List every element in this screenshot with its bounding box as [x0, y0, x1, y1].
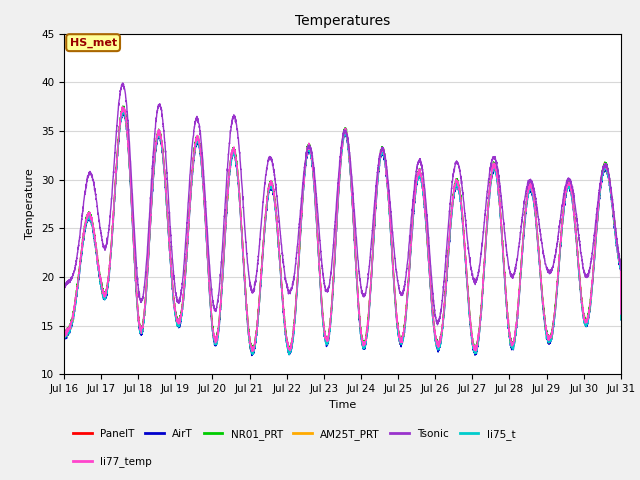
li77_temp	[60, 329, 68, 335]
li77_temp	[616, 262, 624, 268]
AirT	[468, 332, 476, 338]
NR01_PRT	[617, 311, 625, 316]
PanelT	[499, 247, 507, 252]
Tsonic	[119, 80, 127, 86]
X-axis label: Time: Time	[329, 400, 356, 409]
Tsonic	[161, 132, 168, 137]
AirT	[322, 339, 330, 345]
li77_temp	[617, 311, 625, 317]
AirT	[436, 341, 444, 347]
Y-axis label: Temperature: Temperature	[26, 168, 35, 240]
PanelT	[436, 337, 444, 343]
Tsonic	[468, 267, 476, 273]
PanelT	[119, 104, 127, 110]
AM25T_PRT	[161, 167, 168, 172]
Title: Temperatures: Temperatures	[295, 14, 390, 28]
Line: NR01_PRT: NR01_PRT	[64, 106, 621, 350]
Line: Tsonic: Tsonic	[64, 83, 621, 325]
PanelT	[60, 331, 68, 336]
Line: li77_temp: li77_temp	[64, 107, 621, 351]
AirT	[161, 168, 168, 174]
NR01_PRT	[249, 347, 257, 353]
li75_t	[285, 352, 293, 358]
PanelT	[617, 312, 625, 318]
NR01_PRT	[468, 325, 476, 331]
li77_temp	[436, 338, 444, 344]
NR01_PRT	[119, 103, 127, 109]
Tsonic	[322, 288, 330, 293]
AirT	[499, 250, 507, 256]
Line: PanelT: PanelT	[64, 107, 621, 352]
li77_temp	[119, 104, 127, 110]
AirT	[248, 353, 255, 359]
NR01_PRT	[436, 335, 444, 341]
PanelT	[248, 349, 256, 355]
Line: AirT: AirT	[64, 110, 621, 356]
Tsonic	[436, 311, 444, 316]
li75_t	[468, 331, 476, 337]
li75_t	[616, 263, 624, 269]
NR01_PRT	[161, 164, 168, 170]
Text: HS_met: HS_met	[70, 37, 116, 48]
AM25T_PRT	[436, 339, 444, 345]
AM25T_PRT	[322, 337, 330, 343]
Line: AM25T_PRT: AM25T_PRT	[64, 109, 621, 353]
li75_t	[436, 342, 444, 348]
li75_t	[161, 167, 168, 173]
NR01_PRT	[60, 332, 68, 337]
NR01_PRT	[616, 261, 624, 267]
Legend: li77_temp: li77_temp	[69, 452, 156, 471]
AM25T_PRT	[616, 264, 624, 269]
li77_temp	[468, 328, 476, 334]
AM25T_PRT	[499, 249, 507, 255]
AirT	[119, 108, 127, 113]
li77_temp	[322, 336, 330, 342]
AM25T_PRT	[472, 350, 479, 356]
AM25T_PRT	[60, 332, 68, 338]
Tsonic	[60, 288, 68, 293]
li75_t	[322, 338, 330, 344]
li75_t	[120, 107, 128, 112]
Tsonic	[434, 322, 442, 328]
AirT	[617, 317, 625, 323]
PanelT	[161, 164, 168, 170]
AirT	[616, 266, 624, 272]
li77_temp	[161, 164, 168, 169]
PanelT	[468, 328, 476, 334]
Tsonic	[499, 213, 507, 218]
li77_temp	[499, 249, 507, 255]
PanelT	[322, 336, 330, 342]
AM25T_PRT	[617, 315, 625, 321]
li75_t	[60, 335, 68, 341]
Line: li75_t: li75_t	[64, 109, 621, 355]
NR01_PRT	[499, 245, 507, 251]
AM25T_PRT	[467, 330, 475, 336]
PanelT	[616, 263, 624, 268]
NR01_PRT	[322, 333, 330, 339]
AirT	[60, 336, 68, 342]
Tsonic	[616, 259, 624, 265]
li75_t	[617, 317, 625, 323]
Tsonic	[617, 267, 625, 273]
AM25T_PRT	[120, 107, 128, 112]
li77_temp	[248, 348, 256, 354]
li75_t	[499, 251, 507, 256]
